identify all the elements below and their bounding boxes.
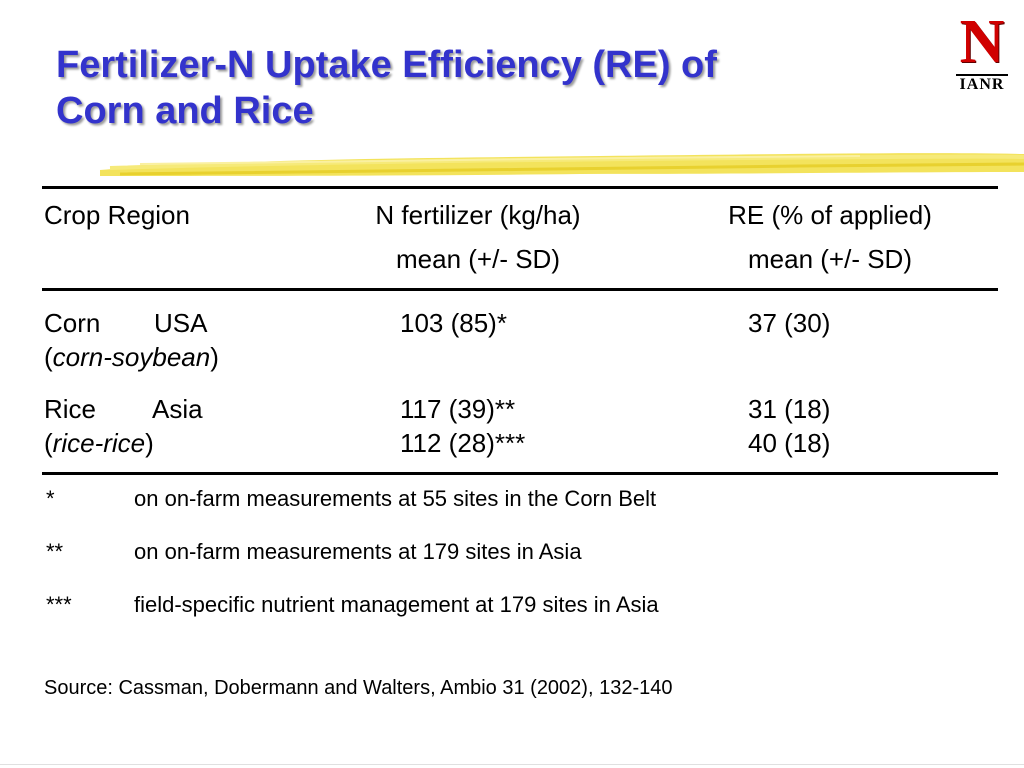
header-re-sub: mean (+/- SD): [748, 244, 912, 274]
logo-ianr-text: IANR: [959, 76, 1005, 93]
table-row-rice-region: Asia: [152, 394, 203, 424]
rice-system-text: rice-rice: [52, 428, 146, 458]
table-row-rice-n-fertilizer-1: 117 (39)**: [400, 394, 516, 424]
logo-n-letter: N: [959, 8, 1005, 76]
table-row-corn-region: USA: [154, 308, 208, 338]
footnote-1-mark: *: [46, 486, 55, 511]
slide-title-line-1: Fertilizer-N Uptake Efficiency (RE) of: [56, 44, 717, 86]
table-row-corn-n-fertilizer: 103 (85)*: [400, 308, 507, 338]
footnote-1-text: on on-farm measurements at 55 sites in t…: [134, 486, 657, 511]
source-citation: Source: Cassman, Dobermann and Walters, …: [44, 677, 673, 699]
table-bottom-rule: [42, 472, 998, 475]
table-row-corn-re: 37 (30): [748, 308, 831, 338]
footnote-2-text: on on-farm measurements at 179 sites in …: [134, 539, 582, 564]
logo-divider: [956, 74, 1008, 76]
table-row-rice-re-1: 31 (18): [748, 394, 831, 424]
header-n-fertilizer-sub: mean (+/- SD): [396, 244, 560, 274]
table-row-corn-system: (corn-soybean): [44, 342, 219, 372]
table-row-rice-system: (rice-rice): [44, 428, 154, 458]
header-crop-region: Crop Region: [44, 200, 190, 230]
slide-bottom-border: [0, 764, 1024, 765]
table-row-rice-n-fertilizer-2: 112 (28)***: [400, 428, 526, 458]
table-row-rice-re-2: 40 (18): [748, 428, 831, 458]
ianr-logo: N IANR: [952, 8, 1012, 94]
table-row-rice-crop: Rice: [44, 394, 97, 424]
header-n-fertilizer: N fertilizer (kg/ha): [375, 200, 581, 230]
table-header-rule: [42, 288, 998, 291]
footnote-3-mark: ***: [46, 592, 72, 617]
footnote-3-text: field-specific nutrient management at 17…: [134, 592, 659, 617]
footnote-2-mark: **: [46, 539, 64, 564]
header-re: RE (% of applied): [728, 200, 932, 230]
table-row-corn-crop: Corn: [44, 308, 101, 338]
table-top-rule: [42, 186, 998, 189]
slide-title-line-2: Corn and Rice: [56, 90, 314, 132]
corn-system-text: corn-soybean: [52, 342, 211, 372]
slide-title: Fertilizer-N Uptake Efficiency (RE) of C…: [56, 42, 916, 134]
brush-stroke-decoration: [100, 153, 1024, 176]
